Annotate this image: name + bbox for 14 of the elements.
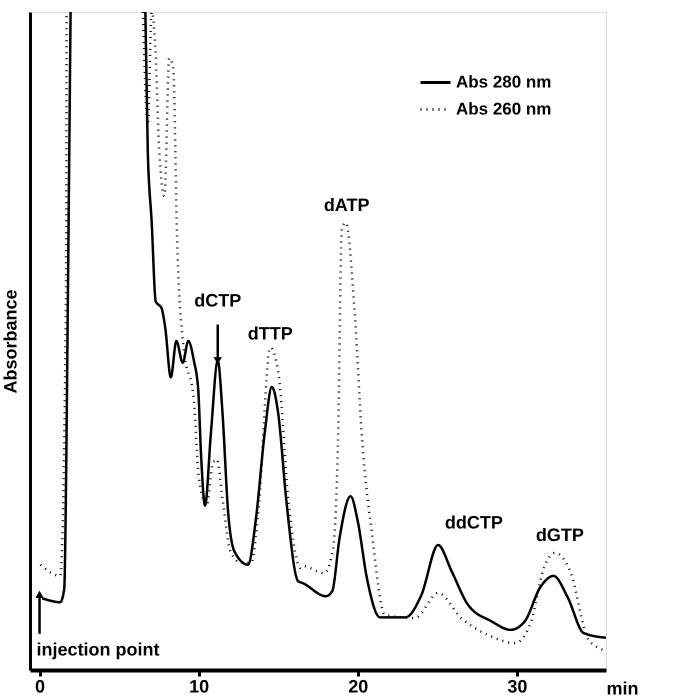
- legend-label: Abs 280 nm: [456, 72, 552, 92]
- annotation: injection point: [36, 639, 160, 660]
- annotation: dGTP: [536, 524, 584, 545]
- y-axis-title: Absorbance: [0, 289, 20, 394]
- legend-label: Abs 260 nm: [456, 100, 552, 118]
- x-tick-label: 0: [35, 676, 46, 696]
- annotation: dTTP: [248, 323, 293, 344]
- x-tick-label: 30: [507, 676, 528, 696]
- x-tick-label: 20: [348, 676, 368, 696]
- annotation: dCTP: [194, 290, 242, 311]
- annotation: dATP: [324, 195, 370, 216]
- x-tick-label: 10: [189, 676, 210, 696]
- x-axis-title: min: [606, 678, 639, 698]
- annotation: ddCTP: [444, 512, 503, 532]
